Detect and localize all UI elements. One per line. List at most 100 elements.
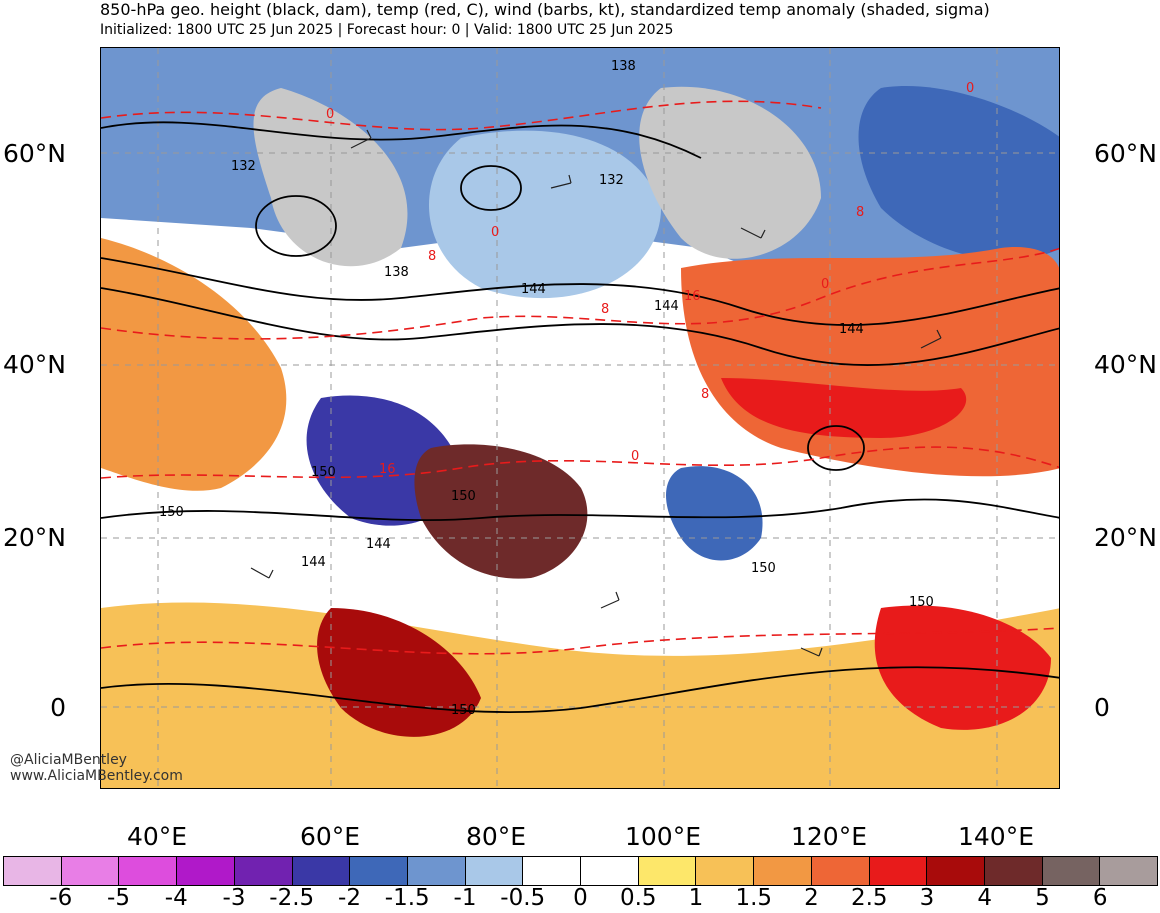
colorbar-swatch <box>869 857 928 885</box>
lat-label-right: 0 <box>1094 693 1110 722</box>
lon-label: 80°E <box>465 822 527 851</box>
temperature-label: 16 <box>379 462 396 477</box>
colorbar-swatch <box>177 857 235 885</box>
temperature-label: 8 <box>856 205 864 220</box>
colorbar-swatch <box>4 857 62 885</box>
colorbar-label: 0 <box>573 885 588 911</box>
height-label: 150 <box>909 595 934 610</box>
anomaly-region-tibet <box>414 444 588 579</box>
temperature-label: 0 <box>326 107 334 122</box>
height-label: 138 <box>384 265 409 280</box>
colorbar-label: -1.5 <box>384 885 430 911</box>
colorbar-swatch <box>927 857 985 885</box>
lon-label: 40°E <box>126 822 188 851</box>
chart-subtitle: Initialized: 1800 UTC 25 Jun 2025 | Fore… <box>100 22 674 38</box>
watermark-site: www.AliciaMBentley.com <box>10 768 183 784</box>
height-label: 132 <box>231 159 256 174</box>
colorbar-swatch <box>581 857 639 885</box>
watermark-handle: @AliciaMBentley <box>10 752 127 768</box>
colorbar-swatch <box>350 857 408 885</box>
colorbar <box>3 856 1158 886</box>
height-label: 138 <box>611 59 636 74</box>
lon-label: 100°E <box>624 822 702 851</box>
colorbar-swatch <box>696 857 755 885</box>
anomaly-region-warm-europe <box>101 238 287 491</box>
temperature-label: 16 <box>684 289 701 304</box>
colorbar-label: 6 <box>1092 885 1108 911</box>
colorbar-label: 2.5 <box>850 885 888 911</box>
colorbar-label: -4 <box>164 885 188 911</box>
colorbar-swatch <box>1042 857 1101 885</box>
graticule <box>101 48 1059 788</box>
colorbar-swatch <box>234 857 293 885</box>
colorbar-label: -6 <box>49 885 73 911</box>
colorbar-swatch <box>754 857 812 885</box>
colorbar-label: 1 <box>688 885 704 911</box>
colorbar-swatch <box>638 857 697 885</box>
temperature-label: 0 <box>821 277 829 292</box>
anomaly-region-hot-indian <box>317 608 481 737</box>
height-label: 144 <box>839 322 864 337</box>
height-label: 150 <box>751 561 776 576</box>
colorbar-swatch <box>1100 857 1158 885</box>
lat-label-right: 40°N <box>1094 350 1158 379</box>
temperature-contours <box>101 100 1059 655</box>
lat-label-left: 60°N <box>2 139 66 168</box>
lat-label-right: 20°N <box>1094 523 1158 552</box>
height-label: 144 <box>366 537 391 552</box>
lat-label-left: 40°N <box>2 350 66 379</box>
anomaly-region-gray-west <box>253 88 408 267</box>
wind-barbs <box>250 129 942 657</box>
lon-label: 60°E <box>299 822 361 851</box>
lon-label: 140°E <box>957 822 1035 851</box>
colorbar-swatch <box>811 857 870 885</box>
height-label: 150 <box>311 465 336 480</box>
height-labels: 138 132 132 138 144 144 144 150 150 144 … <box>159 59 934 718</box>
colorbar-swatch <box>407 857 466 885</box>
temperature-label: 0 <box>491 225 499 240</box>
colorbar-label: 1.5 <box>735 885 773 911</box>
colorbar-label: -5 <box>107 885 130 911</box>
height-label: 144 <box>654 299 679 314</box>
height-label: 150 <box>159 505 184 520</box>
colorbar-label: -0.5 <box>500 885 546 911</box>
colorbar-label: 5 <box>1035 885 1050 911</box>
anomaly-region-lightblue-siberia <box>428 130 661 299</box>
colorbar-label: 4 <box>977 885 993 911</box>
height-label: 144 <box>301 555 326 570</box>
colorbar-swatch <box>119 857 178 885</box>
colorbar-label: 0.5 <box>619 885 657 911</box>
temperature-labels: 0 0 8 0 8 16 16 0 8 0 8 <box>326 81 974 477</box>
anomaly-region-blue-northeast <box>858 86 1059 261</box>
colorbar-label: -2.5 <box>269 885 315 911</box>
colorbar-label: 3 <box>919 885 935 911</box>
colorbar-swatch <box>292 857 351 885</box>
colorbar-label: 2 <box>804 885 819 911</box>
temperature-label: 0 <box>631 449 639 464</box>
height-label: 150 <box>451 489 476 504</box>
lat-label-right: 60°N <box>1094 139 1158 168</box>
colorbar-swatch <box>61 857 120 885</box>
chart-title: 850-hPa geo. height (black, dam), temp (… <box>100 0 990 19</box>
lon-label: 120°E <box>790 822 868 851</box>
height-contours <box>101 121 1059 713</box>
colorbar-label: -2 <box>338 885 361 911</box>
colorbar-label: -1 <box>453 885 477 911</box>
map-canvas: 138 132 132 138 144 144 144 150 150 144 … <box>101 48 1059 788</box>
height-label: 132 <box>599 173 624 188</box>
lat-label-left: 0 <box>50 693 66 722</box>
anomaly-region-cold-southchina <box>666 466 763 561</box>
anomaly-region-hot-band <box>721 378 967 438</box>
colorbar-swatch <box>523 857 582 885</box>
anomaly-region-gray-central <box>639 86 821 259</box>
colorbar-swatch <box>465 857 524 885</box>
colorbar-label: -3 <box>222 885 246 911</box>
height-label: 150 <box>451 703 476 718</box>
temperature-label: 8 <box>701 387 709 402</box>
lat-label-left: 20°N <box>2 523 66 552</box>
temperature-label: 0 <box>966 81 974 96</box>
temperature-label: 8 <box>601 302 609 317</box>
temperature-label: 8 <box>428 249 436 264</box>
colorbar-swatch <box>984 857 1043 885</box>
map-panel: 138 132 132 138 144 144 144 150 150 144 … <box>100 47 1060 789</box>
